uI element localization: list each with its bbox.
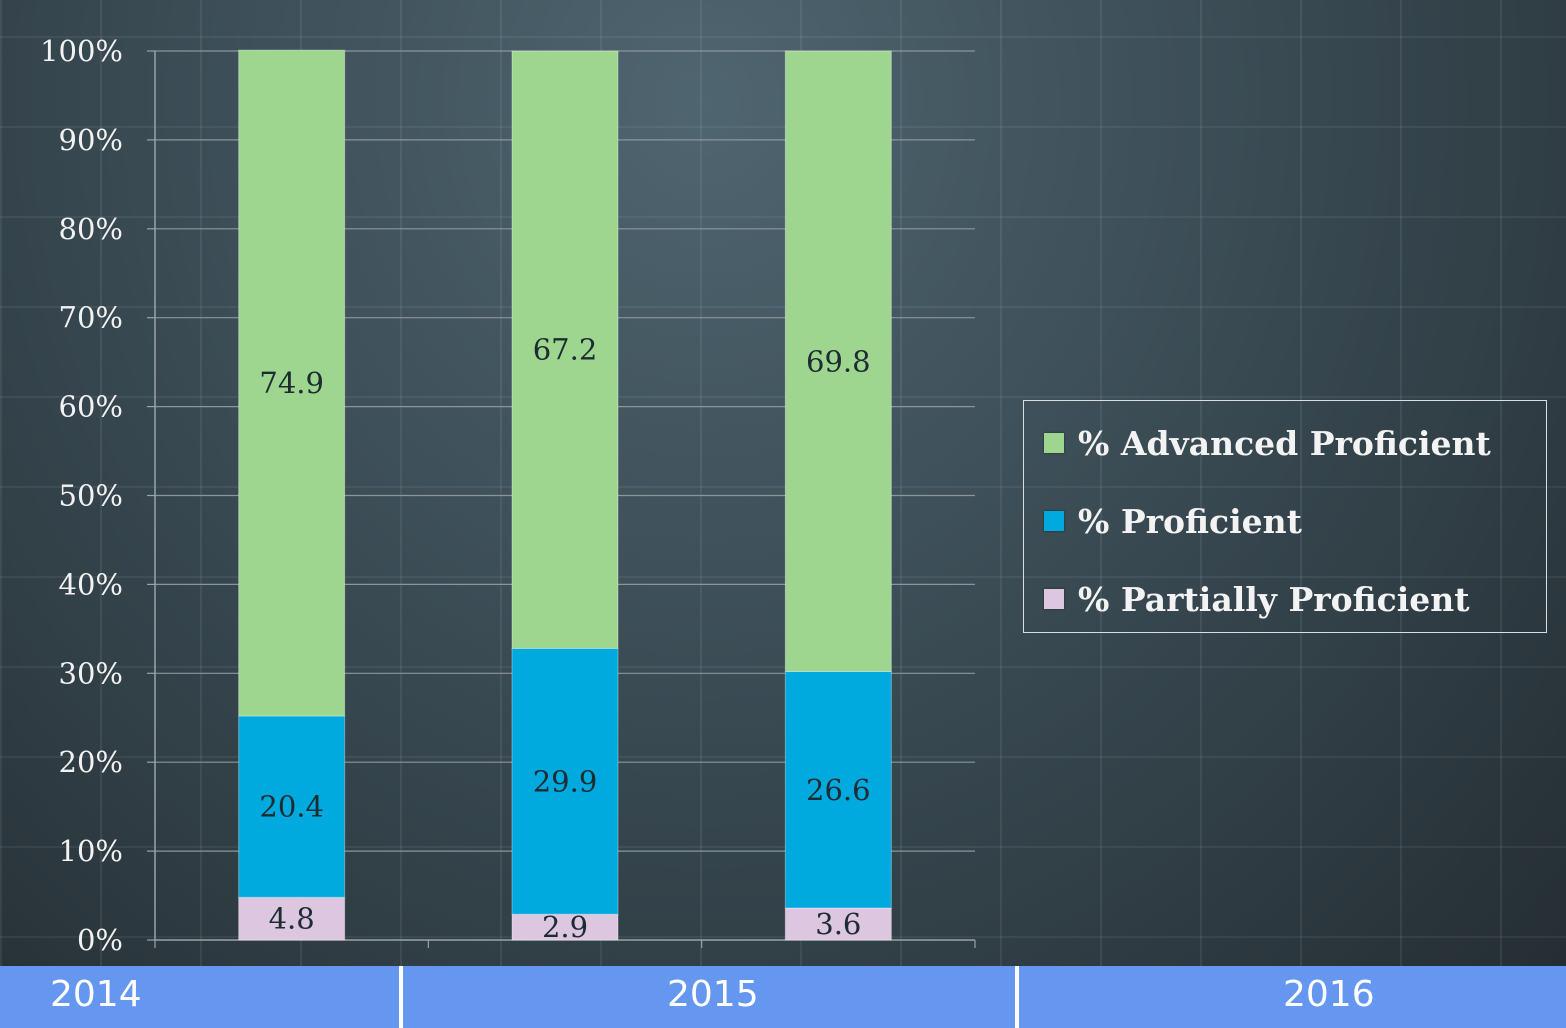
bottom-label-2016: 2016 [1283,966,1375,1028]
data-label-proficient-2016: 26.6 [806,773,871,807]
legend-swatch-advanced-proficient [1044,433,1064,453]
y-tick-label: 0% [77,923,123,957]
legend-label-advanced-proficient: % Advanced Proficient [1078,424,1491,463]
y-tick-label: 30% [59,656,123,690]
data-label-partially-proficient-2016: 3.6 [815,907,861,941]
y-tick-label: 90% [59,123,123,157]
legend-swatch-partially-proficient [1044,589,1064,609]
y-tick-label: 60% [59,390,123,424]
y-tick-label: 80% [59,212,123,246]
y-tick-label: 10% [59,834,123,868]
bottom-label-2015: 2015 [667,966,759,1028]
y-tick-label: 70% [59,301,123,335]
y-tick-label: 40% [59,567,123,601]
bottom-divider [399,966,403,1028]
y-tick-label: 50% [59,479,123,513]
legend-item-proficient: % Proficient [1044,501,1302,541]
legend-item-partially-proficient: % Partially Proficient [1044,579,1470,619]
bottom-year-bar: 2014 2015 2016 [0,966,1566,1028]
data-label-proficient-2015: 29.9 [533,764,598,798]
legend-label-partially-proficient: % Partially Proficient [1078,580,1470,619]
data-label-advanced-proficient-2016: 69.8 [806,344,871,378]
bottom-label-2014: 2014 [50,966,142,1028]
data-label-proficient-2014: 20.4 [259,790,324,824]
bars [239,50,892,940]
data-label-advanced-proficient-2015: 67.2 [533,333,598,367]
bottom-divider [1015,966,1019,1028]
legend-item-advanced-proficient: % Advanced Proficient [1044,423,1491,463]
legend-label-proficient: % Proficient [1078,502,1302,541]
y-tick-label: 100% [40,34,123,68]
y-tick-label: 20% [59,745,123,779]
data-label-advanced-proficient-2014: 74.9 [259,366,324,400]
legend: % Advanced Proficient % Proficient % Par… [1023,400,1547,633]
legend-swatch-proficient [1044,511,1064,531]
data-label-partially-proficient-2015: 2.9 [542,910,588,944]
data-label-partially-proficient-2014: 4.8 [269,902,315,936]
